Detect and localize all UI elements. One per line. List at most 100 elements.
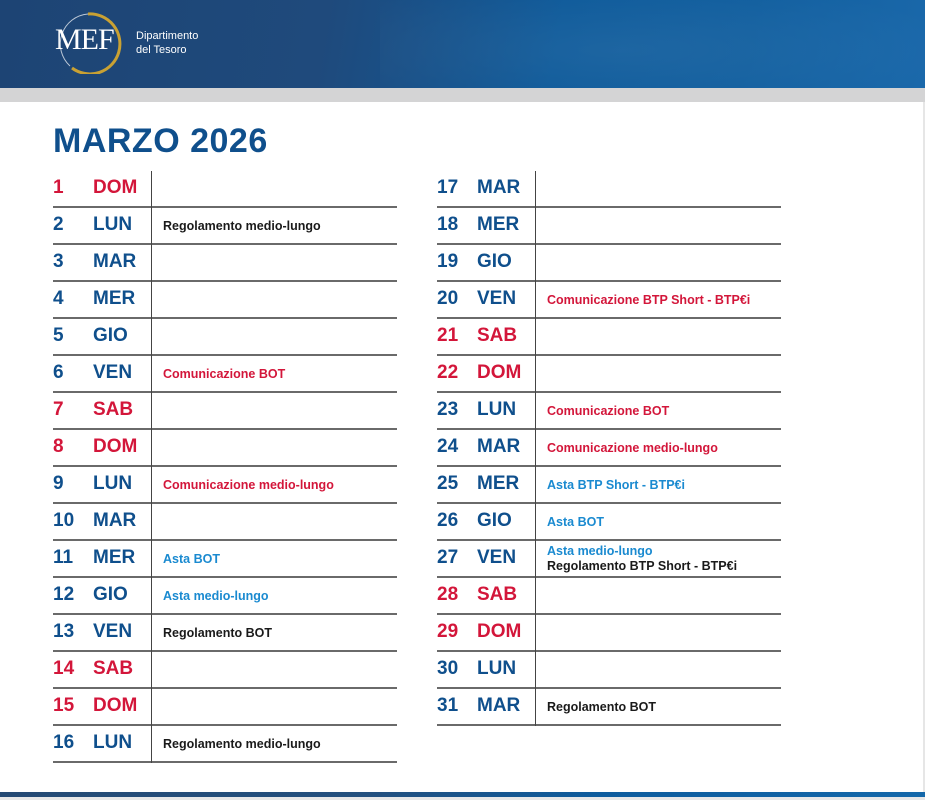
day-number: 21 — [437, 325, 459, 346]
column-separator — [151, 171, 152, 208]
day-number: 7 — [53, 399, 64, 420]
weekday-name: MAR — [477, 177, 521, 198]
day-number: 15 — [53, 695, 75, 716]
weekday-name: GIO — [93, 325, 128, 346]
day-number: 19 — [437, 251, 459, 272]
weekday-name: MAR — [93, 510, 137, 531]
calendar-row: 24 MAR Comunicazione medio-lungo — [437, 430, 781, 467]
day-number: 3 — [53, 251, 64, 272]
weekday-name: SAB — [93, 658, 134, 679]
day-number: 16 — [53, 732, 75, 753]
day-number: 9 — [53, 473, 64, 494]
column-separator — [535, 319, 536, 356]
column-separator — [535, 430, 536, 467]
day-number: 27 — [437, 547, 459, 568]
calendar-row: 14 SAB — [53, 652, 397, 689]
banner-sheen — [380, 0, 925, 88]
day-number: 26 — [437, 510, 459, 531]
column-separator — [535, 467, 536, 504]
calendar-column-right: 17 MAR 18 MER 19 GIO 20 VEN Comunicazione BTP Sh… — [437, 171, 781, 726]
header-divider — [0, 88, 925, 102]
weekday-name: SAB — [93, 399, 134, 420]
header-banner: MEF Dipartimento del Tesoro — [0, 0, 925, 88]
mef-logo — [52, 10, 128, 74]
day-number: 4 — [53, 288, 64, 309]
day-number: 17 — [437, 177, 459, 198]
page-edge — [923, 102, 925, 792]
calendar-row: 5 GIO — [53, 319, 397, 356]
calendar-row: 22 DOM — [437, 356, 781, 393]
day-number: 6 — [53, 362, 64, 383]
event-com: Comunicazione medio-lungo — [163, 478, 334, 492]
day-number: 5 — [53, 325, 64, 346]
column-separator — [151, 726, 152, 763]
column-separator — [535, 356, 536, 393]
day-number: 18 — [437, 214, 459, 235]
weekday-name: DOM — [93, 436, 138, 457]
calendar-column-left: 1 DOM 2 LUN Regolamento medio-lungo 3 MAR 4 MER 5… — [53, 171, 397, 763]
calendar-row: 21 SAB — [437, 319, 781, 356]
weekday-name: LUN — [93, 214, 133, 235]
weekday-name: MER — [477, 473, 520, 494]
column-separator — [151, 430, 152, 467]
calendar-row: 4 MER — [53, 282, 397, 319]
weekday-name: MAR — [477, 695, 521, 716]
calendar-row: 25 MER Asta BTP Short - BTP€i — [437, 467, 781, 504]
calendar-row: 1 DOM — [53, 171, 397, 208]
weekday-name: GIO — [93, 584, 128, 605]
column-separator — [535, 689, 536, 726]
day-number: 23 — [437, 399, 459, 420]
day-number: 2 — [53, 214, 64, 235]
department-name: Dipartimento del Tesoro — [136, 29, 198, 57]
event-asta: Asta medio-lungo — [547, 544, 653, 558]
column-separator — [535, 282, 536, 319]
event-reg: Regolamento BOT — [547, 700, 657, 714]
column-separator — [151, 319, 152, 356]
column-separator — [535, 504, 536, 541]
day-number: 10 — [53, 510, 75, 531]
calendar-row: 2 LUN Regolamento medio-lungo — [53, 208, 397, 245]
calendar-row: 9 LUN Comunicazione medio-lungo — [53, 467, 397, 504]
weekday-name: MAR — [93, 251, 137, 272]
calendar-row: 19 GIO — [437, 245, 781, 282]
calendar-row: 3 MAR — [53, 245, 397, 282]
column-separator — [535, 578, 536, 615]
day-number: 12 — [53, 584, 75, 605]
weekday-name: SAB — [477, 584, 518, 605]
day-number: 29 — [437, 621, 459, 642]
day-number: 14 — [53, 658, 75, 679]
calendar-row: 23 LUN Comunicazione BOT — [437, 393, 781, 430]
event-reg: Regolamento BTP Short - BTP€i — [547, 559, 738, 573]
event-asta: Asta medio-lungo — [163, 589, 269, 603]
day-number: 28 — [437, 584, 459, 605]
weekday-name: DOM — [477, 621, 522, 642]
calendar-row: 18 MER — [437, 208, 781, 245]
event-reg: Regolamento medio-lungo — [163, 737, 321, 751]
calendar-row: 31 MAR Regolamento BOT — [437, 689, 781, 726]
day-number: 22 — [437, 362, 459, 383]
column-separator — [535, 652, 536, 689]
event-asta: Asta BOT — [547, 515, 604, 529]
event-com: Comunicazione BOT — [163, 367, 286, 381]
weekday-name: GIO — [477, 510, 512, 531]
weekday-name: VEN — [93, 621, 133, 642]
day-number: 1 — [53, 177, 64, 198]
calendar-row: 28 SAB — [437, 578, 781, 615]
calendar-row: 15 DOM — [53, 689, 397, 726]
event-reg: Regolamento BOT — [163, 626, 273, 640]
weekday-name: DOM — [93, 177, 138, 198]
weekday-name: VEN — [93, 362, 133, 383]
calendar-row: 6 VEN Comunicazione BOT — [53, 356, 397, 393]
day-number: 31 — [437, 695, 459, 716]
footer-bar — [0, 792, 925, 797]
department-line2: del Tesoro — [136, 44, 187, 56]
column-separator — [151, 467, 152, 504]
page-title: MARZO 2026 — [53, 122, 268, 160]
column-separator — [151, 689, 152, 726]
event-asta: Asta BTP Short - BTP€i — [547, 478, 685, 492]
weekday-name: LUN — [477, 658, 517, 679]
calendar-row: 30 LUN — [437, 652, 781, 689]
logo-arc-icon — [59, 12, 122, 74]
weekday-name: DOM — [93, 695, 138, 716]
calendar-row: 29 DOM — [437, 615, 781, 652]
